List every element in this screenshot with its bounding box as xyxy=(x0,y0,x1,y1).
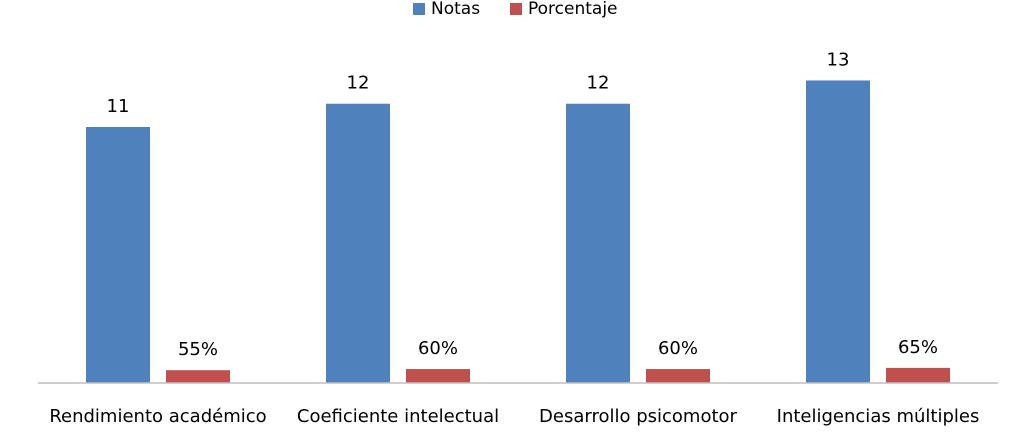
bar-notas-inteligencias-multiples xyxy=(806,80,870,384)
data-label-porcentaje-desarrollo-psicomotor: 60% xyxy=(658,338,698,359)
bars-layer xyxy=(86,80,950,384)
data-labels-layer: 11 55% 12 60% 12 60% 13 65% xyxy=(107,49,938,360)
data-label-notas-coeficiente-intelectual: 12 xyxy=(347,73,370,94)
x-tick-label-coeficiente-intelectual: Coeficiente intelectual xyxy=(297,406,499,427)
x-tick-label-inteligencias-multiples: Inteligencias múltiples xyxy=(777,406,980,427)
data-label-notas-inteligencias-multiples: 13 xyxy=(827,49,850,70)
bar-notas-coeficiente-intelectual xyxy=(326,103,390,384)
bar-porcentaje-inteligencias-multiples xyxy=(886,367,950,383)
legend: Notas Porcentaje xyxy=(413,0,618,19)
bar-porcentaje-coeficiente-intelectual xyxy=(406,369,470,383)
legend-swatch-porcentaje xyxy=(510,3,522,15)
bar-notas-rendimiento-academico xyxy=(86,127,150,383)
data-label-porcentaje-coeficiente-intelectual: 60% xyxy=(418,338,458,359)
data-label-porcentaje-rendimiento-academico: 55% xyxy=(178,339,218,360)
legend-label-notas: Notas xyxy=(431,0,480,19)
legend-label-porcentaje: Porcentaje xyxy=(528,0,618,19)
legend-swatch-notas xyxy=(413,3,425,15)
data-label-porcentaje-inteligencias-multiples: 65% xyxy=(898,337,938,358)
x-tick-label-desarrollo-psicomotor: Desarrollo psicomotor xyxy=(539,406,738,427)
bar-notas-desarrollo-psicomotor xyxy=(566,103,630,384)
data-label-notas-rendimiento-academico: 11 xyxy=(107,96,130,117)
bar-porcentaje-desarrollo-psicomotor xyxy=(646,369,710,383)
data-label-notas-desarrollo-psicomotor: 12 xyxy=(587,73,610,94)
bar-porcentaje-rendimiento-academico xyxy=(166,370,230,383)
x-tick-label-rendimiento-academico: Rendimiento académico xyxy=(49,406,266,427)
x-tick-labels: Rendimiento académico Coeficiente intelec… xyxy=(49,406,979,427)
